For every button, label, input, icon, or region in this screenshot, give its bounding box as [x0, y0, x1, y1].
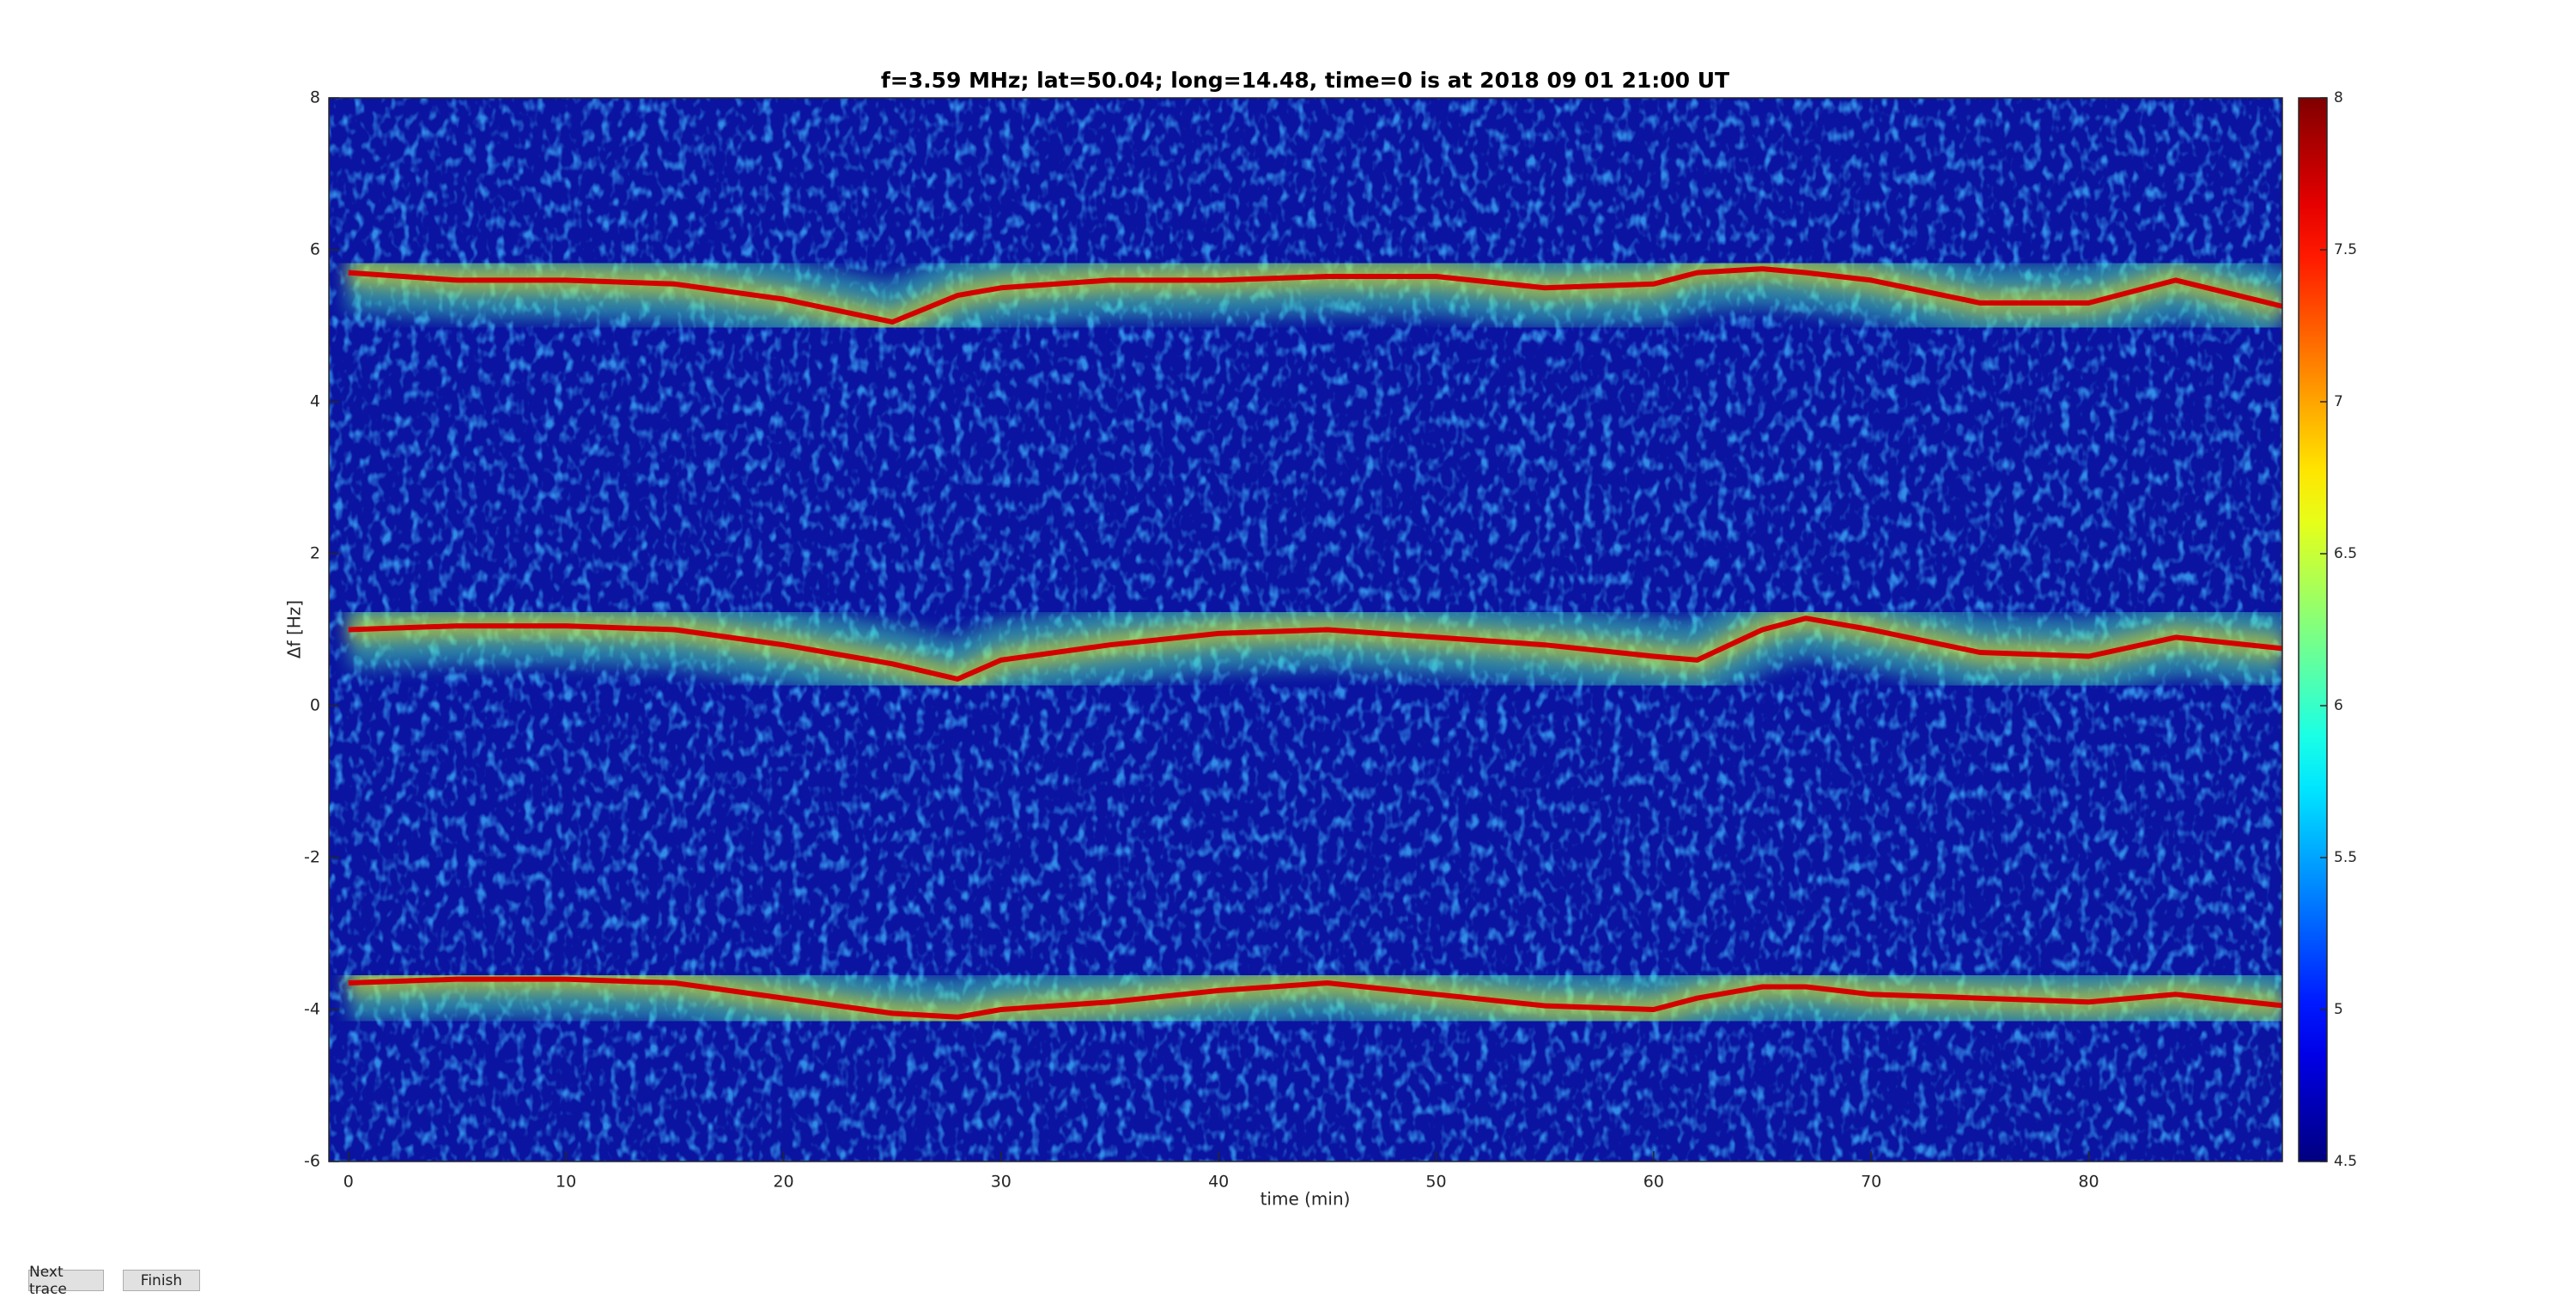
x-axis-label: time (min) [1261, 1189, 1351, 1210]
colorbar-tick-label: 5.5 [2334, 849, 2357, 866]
y-tick-label: 6 [310, 240, 320, 259]
x-tick-label: 50 [1425, 1173, 1446, 1192]
x-tick-label: 80 [2078, 1173, 2099, 1192]
colorbar-tick-label: 7 [2334, 393, 2343, 410]
x-tick-label: 0 [343, 1173, 354, 1192]
x-tick-label: 60 [1643, 1173, 1664, 1192]
colorbar-tick-label: 7.5 [2334, 241, 2357, 258]
y-tick-label: 0 [310, 696, 320, 715]
x-tick-label: 10 [556, 1173, 576, 1192]
y-tick-label: -2 [304, 848, 320, 867]
colorbar [2298, 97, 2328, 1162]
x-tick-label: 40 [1208, 1173, 1229, 1192]
y-tick-label: 4 [310, 392, 320, 411]
finish-button[interactable]: Finish [123, 1270, 200, 1291]
y-tick-label: -4 [304, 1000, 320, 1019]
trace-line [348, 976, 2282, 1020]
y-tick-label: 2 [310, 544, 320, 563]
chart: f=3.59 MHz; lat=50.04; long=14.48, time=… [284, 68, 2358, 1210]
next-trace-button[interactable]: Next trace [28, 1264, 104, 1298]
colorbar-tick-label: 4.5 [2334, 1153, 2357, 1170]
colorbar-tick-label: 6.5 [2334, 545, 2357, 562]
colorbar-tick-label: 5 [2334, 1001, 2343, 1018]
y-tick-label: -6 [304, 1152, 320, 1171]
chart-title: f=3.59 MHz; lat=50.04; long=14.48, time=… [881, 68, 1729, 93]
x-tick-label: 20 [773, 1173, 793, 1192]
axes-box [328, 97, 2283, 1162]
colorbar-tick-label: 6 [2334, 697, 2343, 714]
y-axis-label: Δf [Hz] [284, 600, 305, 658]
trace-line [348, 266, 2282, 325]
x-tick-label: 70 [1861, 1173, 1881, 1192]
colorbar-tick-label: 8 [2334, 89, 2343, 106]
y-tick-label: 8 [310, 88, 320, 107]
x-tick-label: 30 [991, 1173, 1012, 1192]
plot-area [329, 98, 2282, 1162]
trace-line [348, 616, 2282, 682]
